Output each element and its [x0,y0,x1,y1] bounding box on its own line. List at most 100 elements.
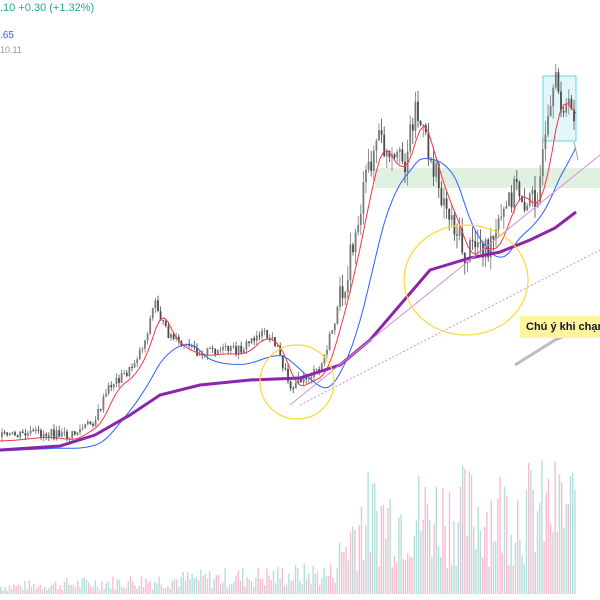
volume-bar [266,568,268,594]
candle-body [237,345,240,355]
volume-bar [279,578,281,594]
volume-bar [83,577,85,594]
candle-body [479,242,482,244]
volume-bar [160,584,162,594]
volume-bar [39,584,41,594]
volume-bar [246,577,248,594]
candle-body [37,429,40,431]
candle-body [567,98,570,105]
candle-body [505,206,508,209]
volume-bar [132,581,134,594]
candle-body [190,345,193,347]
volume-bar [374,482,376,594]
volume-bar [299,580,301,594]
volume-bar [154,581,156,594]
candle-body [320,363,323,371]
volume-bar [30,586,33,594]
candle-body [544,134,547,150]
volume-bar [165,587,167,594]
volume-bar [239,580,242,594]
volume-bar [424,487,426,594]
candle-body [565,104,568,113]
volume-bar [50,585,52,594]
volume-bar [448,491,451,594]
candle-body [495,229,497,240]
volume-bar [202,575,204,594]
candle-body [261,330,263,337]
candle-body [79,428,81,433]
volume-bar [440,557,442,594]
candle-body [502,208,505,217]
candle-body [401,149,404,162]
volume-bar [305,579,308,594]
volume-bar [6,590,8,594]
volume-bar [213,579,215,594]
volume-bar [15,586,17,594]
volume-bar [162,588,165,594]
volume-bar [422,519,424,594]
volume-bar [499,476,501,594]
candle-body [21,431,24,433]
volume-bar [444,526,446,594]
candle-body [318,368,321,371]
candle-body [409,124,412,152]
candle-body [469,240,471,262]
volume-bar [431,556,433,594]
volume-bar [281,568,283,594]
volume-bar [189,579,191,594]
ma-slow-readout: 10.11 [0,45,22,55]
volume-bar [490,500,492,594]
volume-bar [244,586,246,594]
volume-bar [552,532,554,594]
candle-body [141,348,144,350]
volume-bar [127,581,129,594]
candle-body [333,323,336,331]
candle-body [552,87,555,107]
candle-body [406,151,409,173]
volume-bar [92,587,94,594]
candle-body [125,372,128,377]
volume-bar [477,506,479,594]
candle-body [11,432,14,434]
volume-bar [475,549,477,594]
volume-bar [391,567,393,594]
volume-bar [206,578,209,594]
candle-body [510,192,513,208]
highlight-circle-left [259,344,335,420]
volume-bar [255,577,257,594]
candle-body [336,306,339,324]
volume-bar [19,585,22,594]
moving-averages-layer [0,103,577,452]
candle-body [489,235,492,258]
volume-bar [77,580,79,594]
volume-bar [191,573,193,594]
volume-bar [11,588,13,594]
candle-body [209,347,211,349]
volume-bar [332,577,334,594]
candle-body [112,384,115,388]
volume-bar [257,567,259,594]
volume-bar [479,530,481,594]
volume-bar [506,496,508,594]
volume-bar [558,474,561,594]
candle-body [68,437,71,439]
candle-body [344,292,347,299]
volume-bar [468,471,470,594]
volume-bar [420,531,422,594]
volume-bar [442,488,444,594]
candle-body [206,348,209,356]
volume-bar [79,586,81,594]
volume-bar [261,579,264,594]
support-zone [375,168,600,188]
volume-bar [409,556,411,594]
volume-bar [259,578,261,594]
volume-bar [396,562,398,594]
volume-bar [198,580,200,594]
candle-body [404,161,406,173]
volume-bar [514,542,517,594]
candle-body [367,161,370,170]
candle-body [248,341,250,343]
candle-body [294,383,297,389]
candle-body [388,150,391,158]
